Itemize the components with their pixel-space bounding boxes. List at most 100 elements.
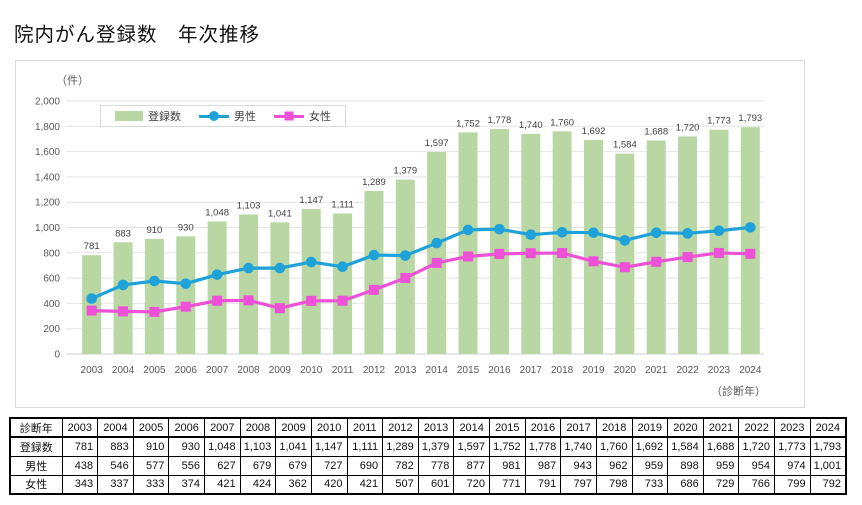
svg-text:2024: 2024 (739, 365, 762, 376)
table-cell: 782 (382, 455, 419, 476)
svg-text:1,289: 1,289 (362, 177, 386, 188)
table-cell: 771 (489, 474, 526, 495)
svg-text:800: 800 (43, 248, 60, 259)
bar (333, 213, 353, 354)
table-cell: 781 (61, 436, 99, 457)
table-cell: 1,111 (346, 436, 384, 457)
table-cell: 1,688 (702, 436, 740, 457)
x-axis-note: （診断年） (711, 386, 766, 398)
bar (521, 133, 541, 354)
table-cell: 2019 (631, 417, 669, 438)
bar (239, 214, 258, 354)
table-cell: 1,584 (667, 436, 704, 457)
svg-text:600: 600 (43, 274, 60, 285)
table-cell: 733 (631, 474, 669, 495)
bar (301, 208, 321, 354)
table-cell: 1,103 (239, 436, 277, 457)
table-cell: 337 (97, 474, 134, 495)
bar (113, 242, 133, 354)
table-cell: 2008 (239, 417, 277, 438)
table-cell: 2024 (809, 417, 847, 438)
svg-text:2005: 2005 (143, 365, 166, 376)
table-cell: 2018 (595, 417, 633, 438)
table-cell: 1,379 (417, 436, 455, 457)
svg-text:0: 0 (54, 350, 60, 361)
table-cell: 679 (239, 455, 277, 476)
table-cell: 2020 (667, 417, 704, 438)
table-cell: 981 (489, 455, 526, 476)
svg-text:1,600: 1,600 (35, 147, 60, 158)
svg-text:2,000: 2,000 (35, 97, 60, 108)
table-cell: 898 (667, 455, 704, 476)
x-axis-labels-group: 2003 2004 2005 2006 2007 2008 2009 2010 2011 2012… (81, 365, 762, 376)
row-header-cell: 診断年 (9, 417, 63, 438)
table-cell: 2016 (524, 417, 562, 438)
table-cell: 1,773 (774, 436, 811, 457)
svg-text:1,041: 1,041 (268, 208, 292, 219)
table-cell: 1,041 (275, 436, 312, 457)
table-cell: 2006 (168, 417, 205, 438)
table-cell: 2003 (61, 417, 99, 438)
table-cell: 690 (346, 455, 384, 476)
table-cell: 943 (560, 455, 597, 476)
bar (552, 131, 572, 354)
table-cell: 343 (61, 474, 99, 495)
svg-text:2007: 2007 (206, 365, 229, 376)
svg-text:1,597: 1,597 (425, 138, 449, 149)
bar (364, 190, 384, 354)
svg-text:1,584: 1,584 (613, 140, 637, 151)
bar-swatch-icon (115, 111, 143, 121)
table-cell: 2021 (702, 417, 740, 438)
table-cell: 791 (524, 474, 562, 495)
female-line-series (86, 247, 756, 317)
svg-text:2016: 2016 (488, 365, 511, 376)
table-cell: 438 (61, 455, 99, 476)
row-header-cell: 登録数 (9, 436, 63, 457)
table-cell: 883 (97, 436, 134, 457)
legend-item-registrations: 登録数 (115, 108, 181, 124)
bar (144, 238, 164, 354)
table-cell: 2007 (204, 417, 241, 438)
bar (458, 132, 478, 354)
table-cell: 1,720 (738, 436, 775, 457)
svg-text:2014: 2014 (426, 365, 449, 376)
svg-text:1,400: 1,400 (35, 172, 60, 183)
table-cell: 729 (702, 474, 740, 495)
table-cell: 2015 (489, 417, 526, 438)
row-header-cell: 女性 (9, 474, 63, 495)
svg-text:1,778: 1,778 (488, 115, 512, 126)
table-row: 女性 343 337 333 374 421 424 362 420 421 507 601 720 77… (9, 474, 847, 495)
svg-text:400: 400 (43, 299, 60, 310)
chart-card: 0 200 400 600 800 1,000 1,200 1,400 1,600 1,800 2,… (15, 60, 805, 408)
svg-text:1,752: 1,752 (456, 118, 480, 129)
table-cell: 507 (382, 474, 419, 495)
table-cell: 2010 (310, 417, 348, 438)
table-cell: 987 (524, 455, 562, 476)
table-cell: 959 (631, 455, 669, 476)
svg-text:2023: 2023 (708, 365, 731, 376)
bar (646, 140, 666, 354)
table-row: 診断年 2003 2004 2005 2006 2007 2008 2009 2010 2011 2… (9, 417, 847, 438)
svg-text:883: 883 (115, 228, 131, 239)
bar (709, 129, 729, 354)
bar (584, 139, 603, 354)
svg-text:2012: 2012 (363, 365, 386, 376)
table-cell: 2023 (774, 417, 811, 438)
legend-item-female: 女性 (274, 108, 331, 124)
table-cell: 954 (738, 455, 775, 476)
table-cell: 420 (310, 474, 348, 495)
table-cell: 720 (453, 474, 490, 495)
table-cell: 930 (168, 436, 205, 457)
table-cell: 959 (702, 455, 740, 476)
table-cell: 1,289 (382, 436, 419, 457)
svg-text:1,740: 1,740 (519, 120, 543, 131)
table-cell: 627 (204, 455, 241, 476)
table-cell: 798 (595, 474, 633, 495)
table-cell: 1,147 (310, 436, 348, 457)
data-table: 診断年 2003 2004 2005 2006 2007 2008 2009 2010 2011 2… (9, 417, 847, 495)
svg-text:1,692: 1,692 (582, 126, 606, 137)
legend-label-male: 男性 (234, 111, 256, 123)
bar (395, 179, 415, 354)
y-axis-unit-label: （件） (56, 75, 89, 87)
bar (207, 221, 227, 354)
